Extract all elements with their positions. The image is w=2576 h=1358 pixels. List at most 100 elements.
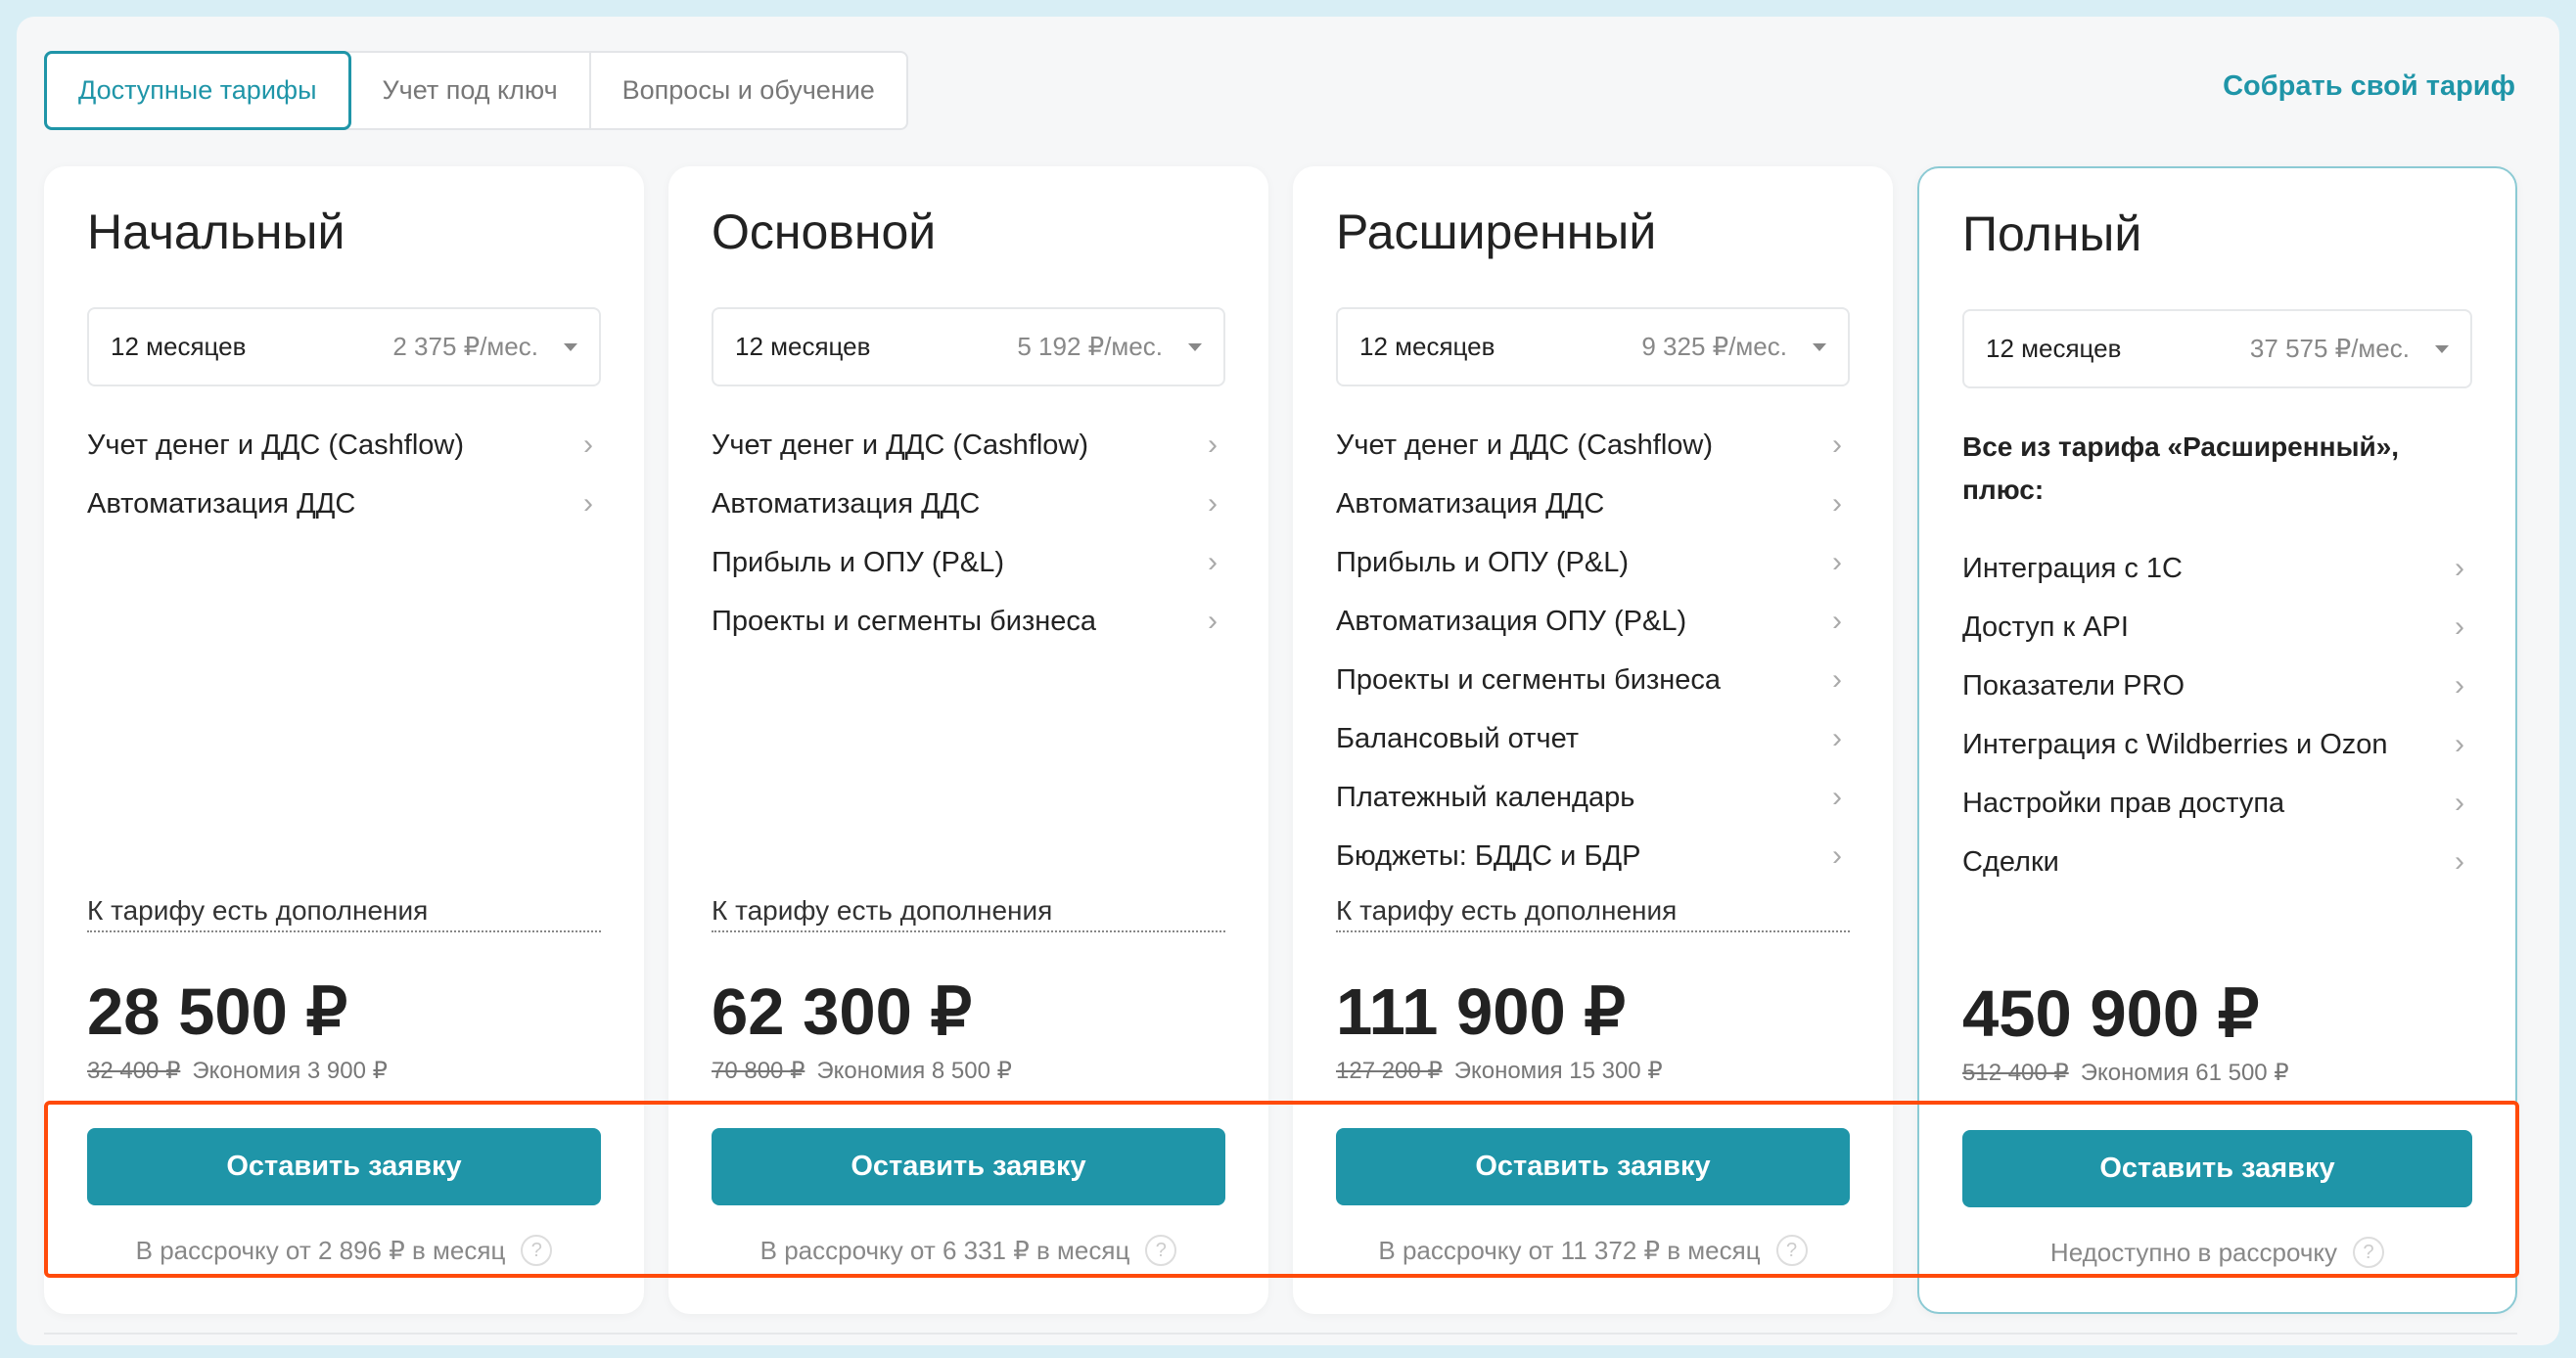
installment-info: В рассрочку от 6 331 ₽ в месяц? [712,1235,1225,1266]
plan-title: Начальный [87,204,345,259]
feature-label: Бюджеты: БДДС и БДР [1336,839,1641,872]
period-select[interactable]: 12 месяцев 5 192 ₽/мес. [712,307,1225,386]
saving: Экономия 8 500 ₽ [816,1058,1012,1084]
chevron-right-icon: › [1832,429,1842,461]
feature-label: Проекты и сегменты бизнеса [1336,663,1722,696]
tab-available-plans[interactable]: Доступные тарифы [44,51,351,130]
monthly-price: 2 375 ₽/мес. [392,332,538,361]
tab-questions-training[interactable]: Вопросы и обучение [621,75,875,105]
feature-label: Сделки [1962,845,2059,878]
period-select[interactable]: 12 месяцев 9 325 ₽/мес. [1336,307,1850,386]
addons-link[interactable]: К тарифу есть дополнения [712,895,1225,932]
feature-item[interactable]: Прибыль и ОПУ (P&L) › [1336,543,1850,582]
old-price: 127 200 ₽ [1336,1058,1443,1084]
feature-item[interactable]: Интеграция с 1С › [1962,549,2472,588]
caret-down-icon [2435,344,2449,353]
feature-item[interactable]: Автоматизация ДДС › [87,484,601,523]
feature-item[interactable]: Проекты и сегменты бизнеса › [712,602,1225,641]
feature-item[interactable]: Учет денег и ДДС (Cashflow) › [712,426,1225,465]
feature-item[interactable]: Интеграция с Wildberries и Ozon › [1962,725,2472,764]
feature-item[interactable]: Автоматизация ДДС › [712,484,1225,523]
period-select[interactable]: 12 месяцев 37 575 ₽/мес. [1962,309,2472,388]
tab-turnkey-accounting[interactable]: Учет под ключ [351,53,591,128]
period-value: 12 месяцев [1359,332,1495,361]
plan-card: Основной 12 месяцев 5 192 ₽/мес. Учет денег… [668,166,1268,1314]
installment-text: В рассрочку от 2 896 ₽ в месяц [135,1235,506,1265]
feature-label: Проекты и сегменты бизнеса [712,605,1097,637]
chevron-right-icon: › [1208,546,1218,578]
feature-item[interactable]: Показатели PRO › [1962,666,2472,705]
caret-down-icon [1813,342,1826,351]
feature-item[interactable]: Проекты и сегменты бизнеса › [1336,660,1850,700]
period-select[interactable]: 12 месяцев 2 375 ₽/мес. [87,307,601,386]
plan-intro: Все из тарифа «Расширенный», плюс: [1962,431,2400,505]
addons-link[interactable]: К тарифу есть дополнения [87,895,601,932]
monthly-price: 9 325 ₽/мес. [1641,332,1787,361]
chevron-right-icon: › [2455,552,2464,584]
feature-item[interactable]: Доступ к API › [1962,608,2472,647]
addons-link[interactable]: К тарифу есть дополнения [1336,895,1850,932]
chevron-right-icon: › [583,429,593,461]
monthly-price: 5 192 ₽/мес. [1017,332,1163,361]
chevron-right-icon: › [583,487,593,520]
chevron-right-icon: › [1832,546,1842,578]
help-question-icon[interactable]: ? [1145,1235,1177,1266]
feature-label: Прибыль и ОПУ (P&L) [712,546,1004,578]
chevron-right-icon: › [2455,728,2464,760]
submit-request-button[interactable]: Оставить заявку [1336,1128,1850,1205]
feature-item[interactable]: Автоматизация ДДС › [1336,484,1850,523]
old-price: 32 400 ₽ [87,1058,181,1084]
chevron-right-icon: › [1208,605,1218,637]
period-value: 12 месяцев [1986,334,2122,363]
feature-item[interactable]: Бюджеты: БДДС и БДР › [1336,837,1850,876]
help-question-icon[interactable]: ? [1775,1235,1808,1266]
chevron-right-icon: › [1208,487,1218,520]
feature-item[interactable]: Сделки › [1962,842,2472,882]
price-details: 127 200 ₽ Экономия 15 300 ₽ [1336,1057,1850,1085]
submit-request-button[interactable]: Оставить заявку [712,1128,1225,1205]
feature-item[interactable]: Настройки прав доступа › [1962,784,2472,823]
installment-text: Недоступно в рассрочку [2049,1237,2338,1267]
chevron-right-icon: › [1832,487,1842,520]
caret-down-icon [1188,342,1202,351]
feature-label: Балансовый отчет [1336,722,1580,754]
feature-label: Автоматизация ДДС [1336,487,1605,520]
feature-label: Платежный календарь [1336,781,1635,813]
feature-item[interactable]: Автоматизация ОПУ (P&L) › [1336,602,1850,641]
caret-down-icon [564,342,577,351]
feature-label: Автоматизация ДДС [712,487,981,520]
feature-label: Автоматизация ОПУ (P&L) [1336,605,1687,637]
feature-item[interactable]: Балансовый отчет › [1336,719,1850,758]
price-details: 70 800 ₽ Экономия 8 500 ₽ [712,1057,1225,1085]
submit-request-button[interactable]: Оставить заявку [1962,1130,2472,1207]
feature-label: Учет денег и ДДС (Cashflow) [87,429,464,461]
plan-price: 450 900 ₽ [1962,977,2260,1051]
plan-title: Основной [712,204,937,259]
plan-price: 62 300 ₽ [712,975,973,1049]
chevron-right-icon: › [2455,787,2464,819]
feature-item[interactable]: Прибыль и ОПУ (P&L) › [712,543,1225,582]
feature-item[interactable]: Учет денег и ДДС (Cashflow) › [1336,426,1850,465]
feature-label: Показатели PRO [1962,669,2185,702]
feature-item[interactable]: Учет денег и ДДС (Cashflow) › [87,426,601,465]
period-value: 12 месяцев [735,332,871,361]
chevron-right-icon: › [1832,605,1842,637]
build-own-plan-link[interactable]: Собрать свой тариф [2223,70,2515,102]
feature-label: Настройки прав доступа [1962,787,2285,819]
chevron-right-icon: › [2455,845,2464,878]
feature-label: Интеграция с Wildberries и Ozon [1962,728,2388,760]
saving: Экономия 15 300 ₽ [1453,1058,1663,1084]
feature-label: Доступ к API [1962,611,2129,643]
plan-title: Расширенный [1336,204,1657,259]
feature-label: Прибыль и ОПУ (P&L) [1336,546,1629,578]
plan-price: 28 500 ₽ [87,975,348,1049]
help-question-icon[interactable]: ? [521,1235,553,1266]
help-question-icon[interactable]: ? [2353,1237,2385,1268]
plan-card: Полный 12 месяцев 37 575 ₽/мес. Все из тари… [1917,166,2517,1314]
installment-text: В рассрочку от 11 372 ₽ в месяц [1378,1235,1761,1265]
feature-label: Автоматизация ДДС [87,487,356,520]
chevron-right-icon: › [1832,839,1842,872]
installment-info: В рассрочку от 11 372 ₽ в месяц? [1336,1235,1850,1266]
submit-request-button[interactable]: Оставить заявку [87,1128,601,1205]
feature-item[interactable]: Платежный календарь › [1336,778,1850,817]
